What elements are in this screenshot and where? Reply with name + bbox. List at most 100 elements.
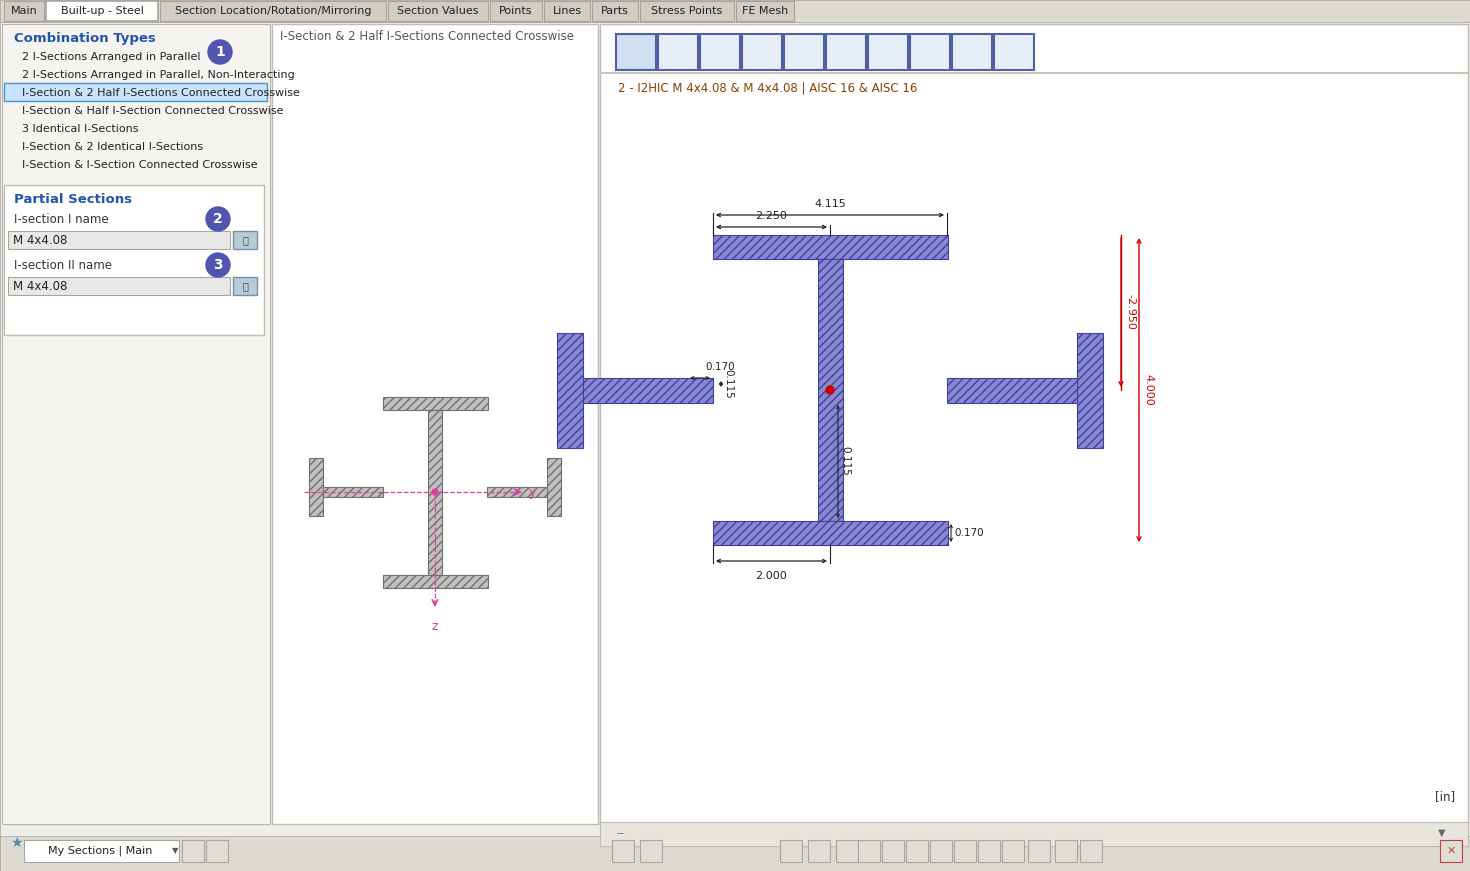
Text: 2 I-Sections Arranged in Parallel: 2 I-Sections Arranged in Parallel xyxy=(22,52,200,62)
Bar xyxy=(206,840,228,862)
Text: Combination Types: Combination Types xyxy=(15,32,156,45)
Text: Stress Points: Stress Points xyxy=(651,6,723,16)
Bar xyxy=(428,410,442,575)
Bar xyxy=(46,1,157,21)
Bar xyxy=(384,575,488,588)
Bar xyxy=(826,34,866,70)
Text: ▼: ▼ xyxy=(172,847,178,855)
Text: I-Section & Half I-Section Connected Crosswise: I-Section & Half I-Section Connected Cro… xyxy=(22,106,284,116)
Text: 0.115: 0.115 xyxy=(839,446,850,476)
Text: [in]: [in] xyxy=(1435,790,1455,803)
Text: M 4x4.08: M 4x4.08 xyxy=(13,280,68,293)
Bar xyxy=(557,333,584,448)
Bar xyxy=(713,521,948,545)
Bar xyxy=(323,487,384,497)
Text: 4.115: 4.115 xyxy=(814,199,845,209)
Text: 0.170: 0.170 xyxy=(954,528,983,538)
Bar xyxy=(947,378,1078,403)
Bar xyxy=(882,840,904,862)
Bar xyxy=(1,24,270,824)
Bar xyxy=(547,458,562,516)
Bar xyxy=(544,1,589,21)
Text: Points: Points xyxy=(500,6,532,16)
Bar xyxy=(906,840,928,862)
Text: FE Mesh: FE Mesh xyxy=(742,6,788,16)
Text: I-Section & 2 Identical I-Sections: I-Section & 2 Identical I-Sections xyxy=(22,142,203,152)
Bar xyxy=(487,487,547,497)
Bar xyxy=(978,840,1000,862)
Text: 0.115: 0.115 xyxy=(723,369,734,399)
Text: 3 Identical I-Sections: 3 Identical I-Sections xyxy=(22,124,138,134)
Text: Lines: Lines xyxy=(553,6,582,16)
Bar xyxy=(0,836,1470,871)
Text: 2 - I2HIC M 4x4.08 & M 4x4.08 | AISC 16 & AISC 16: 2 - I2HIC M 4x4.08 & M 4x4.08 | AISC 16 … xyxy=(617,82,917,95)
Bar xyxy=(994,34,1033,70)
Bar xyxy=(600,72,1469,74)
Bar xyxy=(781,840,803,862)
Bar xyxy=(160,1,387,21)
Bar xyxy=(584,378,713,403)
Bar xyxy=(490,1,542,21)
Bar xyxy=(557,333,584,448)
Text: 3: 3 xyxy=(213,258,223,272)
Bar xyxy=(1078,333,1102,448)
Bar xyxy=(931,840,953,862)
Bar xyxy=(1441,840,1463,862)
Bar xyxy=(736,1,794,21)
Bar xyxy=(953,34,992,70)
Text: I-Section & I-Section Connected Crosswise: I-Section & I-Section Connected Crosswis… xyxy=(22,160,257,170)
Bar xyxy=(600,24,1469,824)
Text: 0.170: 0.170 xyxy=(706,362,735,372)
Bar xyxy=(784,34,825,70)
Bar xyxy=(182,840,204,862)
Text: I-Section & 2 Half I-Sections Connected Crosswise: I-Section & 2 Half I-Sections Connected … xyxy=(22,88,300,98)
Bar xyxy=(7,231,229,249)
Circle shape xyxy=(206,253,229,277)
Text: --: -- xyxy=(616,828,623,838)
Bar xyxy=(1003,840,1025,862)
Bar xyxy=(4,185,265,335)
Bar xyxy=(713,521,948,545)
Bar xyxy=(612,840,634,862)
Bar xyxy=(1028,840,1050,862)
Text: My Sections | Main: My Sections | Main xyxy=(49,846,153,856)
Bar xyxy=(836,840,858,862)
Text: ✕: ✕ xyxy=(1446,846,1455,856)
Text: y: y xyxy=(529,485,537,498)
Bar xyxy=(0,0,1470,22)
Text: 4.000: 4.000 xyxy=(1144,375,1152,406)
Text: I-Section & 2 Half I-Sections Connected Crosswise: I-Section & 2 Half I-Sections Connected … xyxy=(279,30,573,43)
Bar xyxy=(309,458,323,516)
Bar xyxy=(713,235,948,259)
Bar xyxy=(592,1,638,21)
Text: Parts: Parts xyxy=(601,6,629,16)
Bar xyxy=(4,83,268,101)
Text: Section Location/Rotation/Mirroring: Section Location/Rotation/Mirroring xyxy=(175,6,372,16)
Bar xyxy=(817,259,842,521)
Text: ★: ★ xyxy=(10,836,22,850)
Bar xyxy=(713,235,948,259)
Bar xyxy=(742,34,782,70)
Bar xyxy=(954,840,976,862)
Bar xyxy=(600,822,1469,846)
Text: Section Values: Section Values xyxy=(397,6,479,16)
Bar xyxy=(1080,840,1102,862)
Bar xyxy=(4,1,44,21)
Bar xyxy=(388,1,488,21)
Bar xyxy=(639,840,662,862)
Bar xyxy=(700,34,739,70)
Bar xyxy=(584,378,713,403)
Bar xyxy=(24,840,179,862)
Circle shape xyxy=(207,40,232,64)
Bar xyxy=(947,378,1078,403)
Text: 1: 1 xyxy=(215,45,225,59)
Bar xyxy=(616,34,656,70)
Text: Partial Sections: Partial Sections xyxy=(15,193,132,206)
Circle shape xyxy=(206,207,229,231)
Bar xyxy=(234,277,257,295)
Bar xyxy=(1078,333,1102,448)
Text: 2.250: 2.250 xyxy=(756,211,788,221)
Bar xyxy=(234,231,257,249)
Text: M 4x4.08: M 4x4.08 xyxy=(13,233,68,246)
Bar xyxy=(7,277,229,295)
